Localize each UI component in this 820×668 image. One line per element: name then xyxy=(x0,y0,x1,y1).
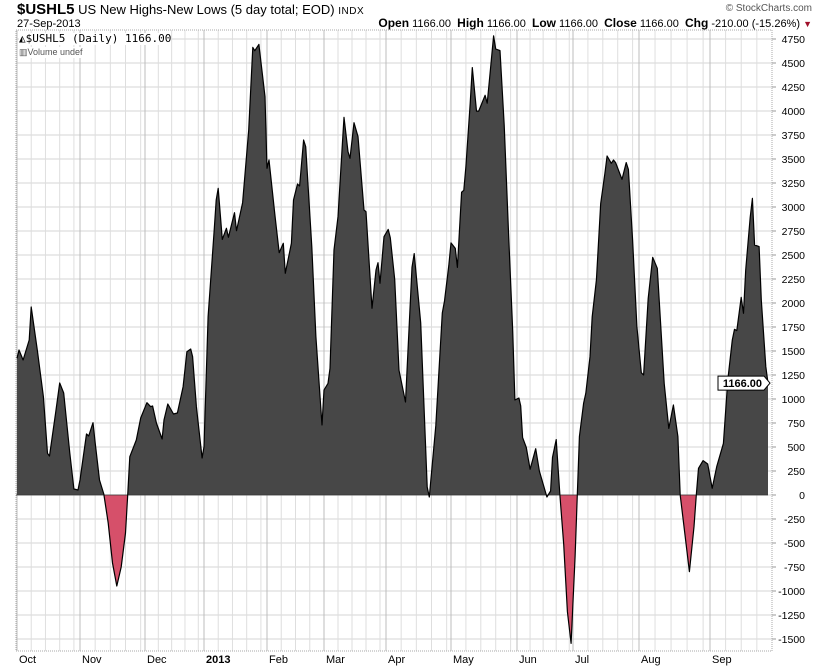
open-label: Open xyxy=(378,16,410,30)
y-tick-label: -250 xyxy=(784,514,805,526)
open-value: 1166.00 xyxy=(412,18,452,30)
negative-area xyxy=(17,495,768,644)
area-icon: ◭ xyxy=(19,32,26,45)
y-tick-label: 2250 xyxy=(782,274,806,286)
volume-bars-icon: ▥ xyxy=(19,47,28,57)
chart-date: 27-Sep-2013 xyxy=(17,18,81,30)
y-tick-label: 2000 xyxy=(782,298,806,310)
positive-area xyxy=(17,35,768,495)
y-tick-label: 2500 xyxy=(782,250,806,262)
high-value: 1166.00 xyxy=(486,18,526,30)
y-tick-label: 1500 xyxy=(782,346,806,358)
exchange: INDX xyxy=(338,6,365,17)
x-tick-label: May xyxy=(453,654,474,666)
low-value: 1166.00 xyxy=(559,18,598,30)
ohlc-summary: Open 1166.00 High 1166.00 Low 1166.00 Cl… xyxy=(378,17,812,31)
y-tick-label: 4500 xyxy=(782,58,806,70)
y-tick-label: -1250 xyxy=(778,610,805,622)
symbol: $USHL5 xyxy=(17,1,75,18)
y-tick-label: 500 xyxy=(787,442,805,454)
legend-volume: ▥Volume undef xyxy=(19,47,83,58)
low-label: Low xyxy=(531,16,556,30)
y-tick-label: 3250 xyxy=(782,178,806,190)
last-value-label: 1166.00 xyxy=(723,378,762,390)
y-tick-label: 750 xyxy=(787,418,805,430)
close-value: 1166.00 xyxy=(639,18,679,30)
y-tick-label: 4750 xyxy=(782,34,806,46)
x-tick-label: Jun xyxy=(519,654,537,666)
y-tick-label: 4250 xyxy=(782,82,806,94)
y-tick-label: 1750 xyxy=(782,322,806,334)
y-tick-label: 3500 xyxy=(782,154,806,166)
symbol-name: US New Highs-New Lows (5 day total; EOD) xyxy=(78,2,335,17)
chg-label: Chg xyxy=(684,16,709,30)
x-tick-label: Nov xyxy=(82,654,102,666)
chg-value: -210.00 (-15.26%) xyxy=(711,18,801,30)
legend-volume-label: Volume undef xyxy=(27,47,83,57)
legend-series: ◭$USHL5 (Daily) 1166.00 xyxy=(19,32,172,45)
y-tick-label: -500 xyxy=(784,538,805,550)
x-tick-label: Apr xyxy=(388,654,405,666)
x-tick-label: Mar xyxy=(326,654,345,666)
y-tick-label: 250 xyxy=(787,466,805,478)
x-tick-label: Jul xyxy=(575,654,589,666)
y-tick-label: -1000 xyxy=(778,586,805,598)
x-tick-label: 2013 xyxy=(206,654,230,666)
plot-border xyxy=(15,29,773,652)
x-tick-label: Oct xyxy=(19,654,36,666)
legend-series-label: $USHL5 (Daily) 1166.00 xyxy=(25,32,172,45)
copyright: © StockCharts.com xyxy=(725,3,812,14)
y-tick-label: 3750 xyxy=(782,130,806,142)
y-tick-label: 0 xyxy=(799,490,805,502)
y-tick-label: 1000 xyxy=(782,394,806,406)
chart-title: $USHL5 US New Highs-New Lows (5 day tota… xyxy=(17,2,364,20)
series-line xyxy=(16,35,769,644)
y-tick-label: 1250 xyxy=(782,370,806,382)
close-label: Close xyxy=(604,16,637,30)
x-tick-label: Dec xyxy=(147,654,167,666)
last-value-tag xyxy=(717,375,771,391)
y-tick-label: 2750 xyxy=(782,226,806,238)
y-tick-label: 4000 xyxy=(782,106,806,118)
high-label: High xyxy=(457,16,484,30)
y-tick-label: 3000 xyxy=(782,202,806,214)
x-tick-label: Feb xyxy=(269,654,288,666)
x-tick-label: Aug xyxy=(641,654,661,666)
y-tick-label: -1500 xyxy=(778,634,805,646)
x-tick-label: Sep xyxy=(712,654,732,666)
down-triangle-icon: ▼ xyxy=(803,19,812,29)
y-tick-label: -750 xyxy=(784,562,805,574)
